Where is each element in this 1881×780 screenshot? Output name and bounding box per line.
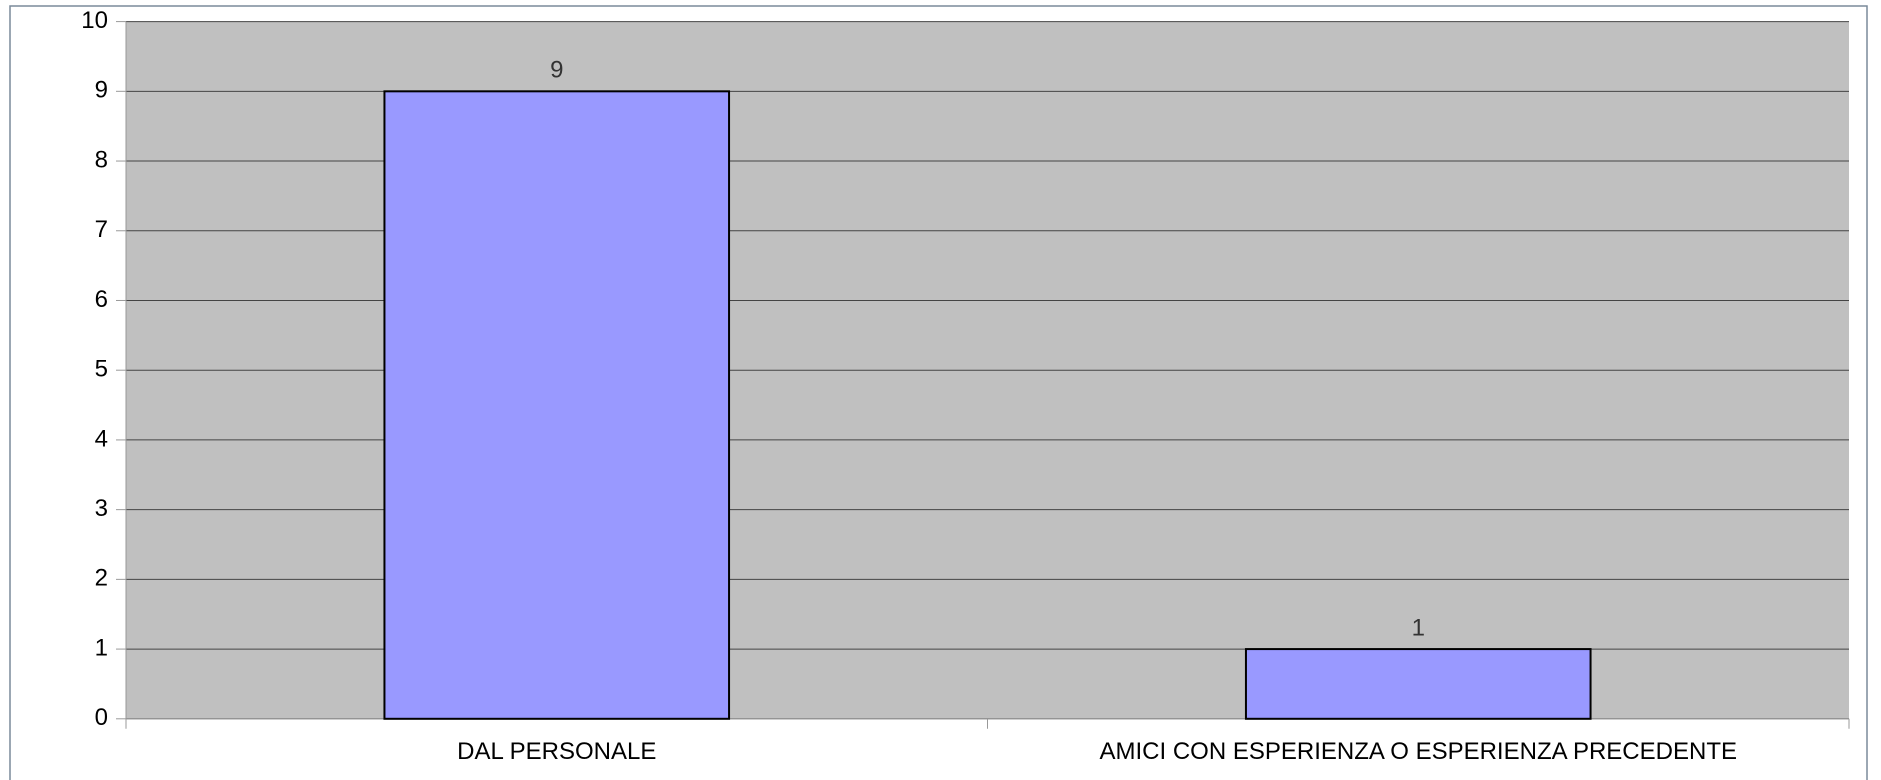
bar — [383, 90, 731, 720]
y-tick-label: 1 — [95, 634, 108, 661]
y-tick-label: 2 — [95, 565, 108, 592]
value-label: 1 — [1412, 614, 1425, 641]
y-tick-label: 3 — [95, 495, 108, 522]
chart-border — [9, 5, 1868, 780]
y-tick-label: 7 — [95, 216, 108, 243]
y-tick-label: 6 — [95, 286, 108, 313]
value-label: 9 — [550, 57, 563, 84]
x-tick-label: AMICI CON ESPERIENZA O ESPERIENZA PRECED… — [1100, 738, 1737, 765]
y-tick-label: 10 — [81, 7, 108, 34]
y-tick-label: 9 — [95, 77, 108, 104]
x-tick-label: DAL PERSONALE — [457, 738, 656, 765]
y-tick-label: 0 — [95, 704, 108, 731]
y-tick-label: 8 — [95, 146, 108, 173]
y-tick-label: 4 — [95, 425, 108, 452]
y-tick-label: 5 — [95, 356, 108, 383]
bar — [1244, 648, 1592, 720]
